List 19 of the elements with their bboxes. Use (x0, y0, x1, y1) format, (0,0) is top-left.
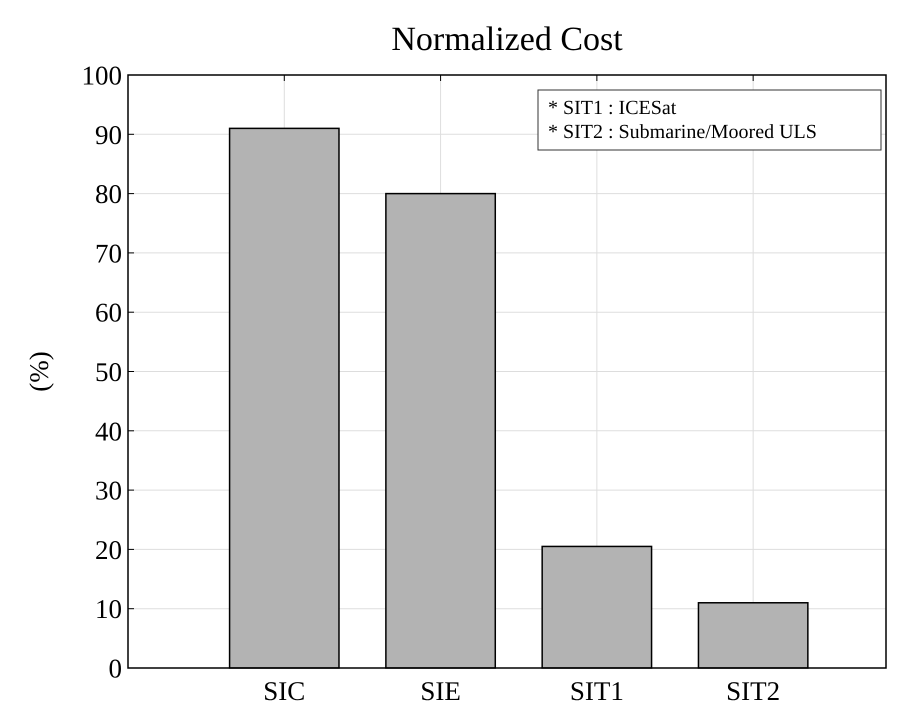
y-tick-label: 30 (95, 476, 122, 506)
x-tick-label: SIT2 (726, 676, 780, 706)
annotation: * SIT2 : Submarine/Moored ULS (548, 121, 817, 143)
y-axis-title: (%) (24, 351, 54, 392)
y-tick-label: 100 (82, 60, 122, 90)
chart-title: Normalized Cost (391, 21, 624, 58)
y-tick-label: 0 (108, 653, 122, 684)
y-tick-label: 20 (95, 534, 122, 565)
y-tick-label: 80 (95, 179, 122, 210)
annotation: * SIT1 : ICESat (548, 97, 677, 119)
x-tick-label: SIC (263, 676, 306, 706)
x-tick-label: SIE (420, 676, 461, 706)
y-tick-label: 70 (95, 238, 122, 268)
y-tick-label: 60 (95, 298, 122, 328)
y-tick-label: 40 (95, 416, 122, 446)
y-tick-label: 10 (95, 594, 122, 624)
x-tick-label: SIT1 (570, 676, 624, 706)
y-tick-label: 90 (95, 120, 122, 150)
y-tick-label: 50 (95, 356, 122, 387)
